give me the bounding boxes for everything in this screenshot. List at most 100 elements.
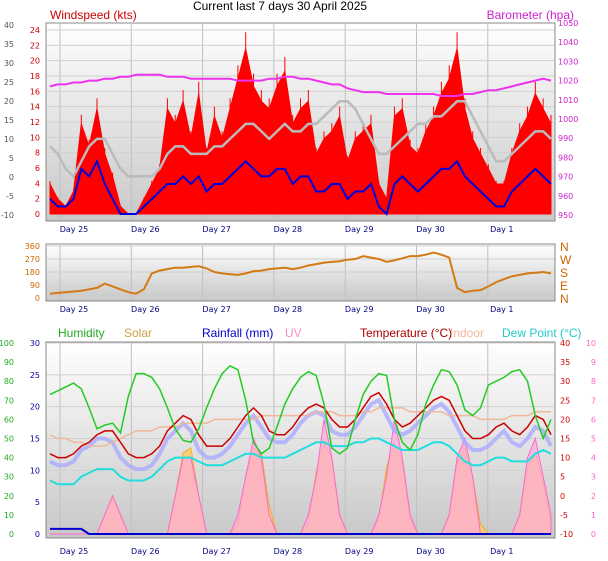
temp-tick: 0: [560, 492, 565, 501]
legend-indoor: Indoor: [450, 326, 484, 340]
baro-tick: 990: [558, 134, 573, 143]
axis-ticks: 4035302520151050-5-102422201816141210864…: [0, 19, 596, 539]
uv-tick: 5: [591, 435, 596, 444]
uv-tick: 9: [591, 358, 596, 367]
wind-outer-tick: 35: [4, 40, 14, 49]
wind-run-series: [49, 100, 552, 179]
wind-inner-tick: 8: [35, 149, 40, 158]
uv-tick: 1: [591, 511, 596, 520]
uv-tick: 4: [591, 454, 596, 463]
humidity-tick: 30: [4, 473, 14, 482]
temp-tick: -5: [560, 511, 568, 520]
wind-inner-tick: 20: [30, 57, 40, 66]
x-tick-label: Day 26: [131, 547, 160, 556]
dir-tick: 360: [25, 242, 40, 251]
wind-outer-tick: 30: [4, 59, 14, 68]
humidity-tick: 80: [4, 377, 14, 386]
wind-outer-tick: 15: [4, 116, 14, 125]
rain-tick: 15: [30, 435, 40, 444]
barometer-series: [49, 73, 552, 97]
legend-solar: Solar: [124, 326, 152, 340]
uv-tick: 3: [591, 473, 596, 482]
rain-tick: 0: [35, 530, 40, 539]
x-tick-label: Day 29: [345, 547, 374, 556]
x-tick-label: Day 30: [416, 225, 445, 234]
x-tick-label: Day 28: [274, 225, 303, 234]
compass-tick: E: [560, 279, 568, 293]
temp-tick: 20: [560, 415, 570, 424]
baro-tick: 1000: [558, 115, 578, 124]
temp-tick: 25: [560, 396, 570, 405]
x-tick-label: Day 27: [202, 305, 231, 314]
x-tick-label: Day 30: [416, 305, 445, 314]
dewpoint-series: [49, 437, 552, 486]
data-series: [49, 32, 553, 535]
baro-tick: 1030: [558, 57, 578, 66]
x-tick-label: Day 29: [345, 225, 374, 234]
humidity-tick: 20: [4, 492, 14, 501]
chart-title: Current last 7 days 30 April 2025: [193, 0, 367, 13]
baro-tick: 960: [558, 192, 573, 201]
rain-tick: 10: [30, 466, 40, 475]
wind-outer-tick: 10: [4, 135, 14, 144]
wind-inner-tick: 14: [30, 103, 40, 112]
wind-inner-tick: 2: [35, 195, 40, 204]
x-tick-label: Day 1: [490, 547, 513, 556]
temp-tick: 5: [560, 473, 565, 482]
wind-outer-tick: 25: [4, 78, 14, 87]
wind-outer-tick: 40: [4, 21, 14, 30]
uv-tick: 10: [586, 339, 596, 348]
wind-inner-tick: 6: [35, 164, 40, 173]
wind-direction-series: [49, 251, 552, 295]
baro-tick: 1020: [558, 77, 578, 86]
humidity-tick: 50: [4, 435, 14, 444]
baro-tick: 950: [558, 211, 573, 220]
wind-outer-tick: 20: [4, 97, 14, 106]
x-tick-label: Day 27: [202, 547, 231, 556]
humidity-tick: 90: [4, 358, 14, 367]
wind-axis-label: Windspeed (kts): [50, 8, 137, 22]
x-tick-label: Day 27: [202, 225, 231, 234]
x-tick-label: Day 25: [60, 305, 89, 314]
baro-axis-label: Barometer (hpa): [487, 8, 574, 22]
wind-outer-tick: -10: [1, 211, 14, 220]
legend-temperature: Temperature (°C): [360, 326, 452, 340]
wind-inner-tick: 24: [30, 26, 40, 35]
wind-inner-tick: 10: [30, 133, 40, 142]
wind-inner-tick: 18: [30, 72, 40, 81]
wind-outer-tick: 5: [9, 154, 14, 163]
x-tick-label: Day 25: [60, 225, 89, 234]
x-tick-label: Day 25: [60, 547, 89, 556]
rain-tick: 25: [30, 371, 40, 380]
climate-plot-area: [45, 341, 556, 539]
compass-tick: N: [560, 292, 569, 306]
compass-tick: W: [560, 253, 572, 267]
rainfall-series: [50, 527, 551, 535]
x-tick-label: Day 29: [345, 305, 374, 314]
legend-dewpoint: Dew Point (°C): [502, 326, 581, 340]
windchill-series: [49, 397, 553, 472]
temp-tick: 10: [560, 454, 570, 463]
baro-tick: 1040: [558, 38, 578, 47]
humidity-tick: 60: [4, 415, 14, 424]
x-tick-label: Day 28: [274, 305, 303, 314]
humidity-tick: 40: [4, 454, 14, 463]
x-tick-label: Day 28: [274, 547, 303, 556]
temp-tick: 35: [560, 358, 570, 367]
x-tick-label: Day 1: [490, 225, 513, 234]
temp-tick: 30: [560, 377, 570, 386]
rain-tick: 30: [30, 339, 40, 348]
wind-inner-tick: 16: [30, 87, 40, 96]
temperature-series: [49, 391, 552, 459]
rain-tick: 20: [30, 403, 40, 412]
uv-tick: 0: [591, 530, 596, 539]
temp-tick: 15: [560, 435, 570, 444]
x-axis-labels: Day 25 Day 26 Day 27 Day 28 Day 29 Day 30 Day …: [60, 225, 514, 556]
dir-tick: 270: [25, 255, 40, 264]
x-tick-label: Day 26: [131, 225, 160, 234]
compass-tick: S: [560, 266, 568, 280]
baro-tick: 1050: [558, 19, 578, 28]
legend-rainfall: Rainfall (mm): [202, 326, 273, 340]
dir-tick: 0: [35, 294, 40, 303]
baro-tick: 970: [558, 173, 573, 182]
